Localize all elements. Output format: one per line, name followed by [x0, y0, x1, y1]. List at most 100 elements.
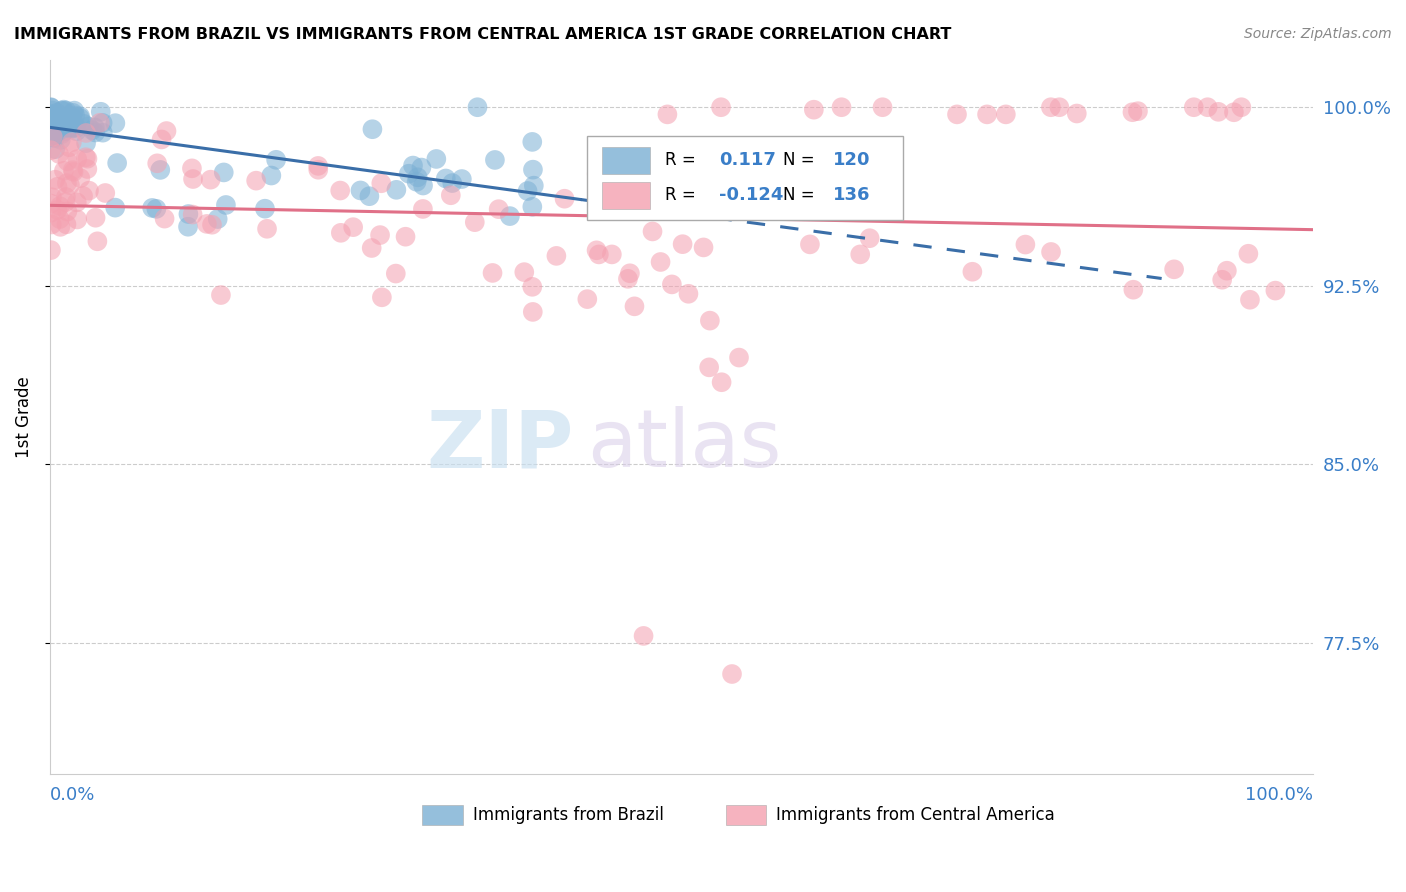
Text: IMMIGRANTS FROM BRAZIL VS IMMIGRANTS FROM CENTRAL AMERICA 1ST GRADE CORRELATION : IMMIGRANTS FROM BRAZIL VS IMMIGRANTS FRO…	[14, 27, 952, 42]
Point	[44, 126, 66, 140]
Text: Immigrants from Central America: Immigrants from Central America	[776, 806, 1054, 824]
Point	[450, 172, 472, 186]
Point	[39, 108, 62, 122]
Point	[181, 161, 204, 176]
Point	[39, 122, 62, 136]
Point	[39, 143, 62, 157]
Point	[41, 126, 63, 140]
Point	[62, 165, 84, 179]
Point	[60, 111, 83, 125]
Point	[39, 205, 62, 219]
Point	[307, 162, 329, 177]
Point	[72, 189, 94, 203]
Point	[245, 174, 267, 188]
Point	[499, 209, 522, 223]
Point	[89, 116, 111, 130]
Point	[84, 211, 107, 225]
Text: 120: 120	[834, 152, 870, 169]
Point	[42, 108, 65, 122]
Point	[405, 175, 427, 189]
Point	[41, 111, 63, 125]
Point	[45, 117, 67, 131]
Point	[359, 189, 381, 203]
Point	[650, 255, 672, 269]
Point	[402, 159, 425, 173]
Point	[46, 179, 69, 194]
Point	[546, 249, 568, 263]
Point	[44, 117, 66, 131]
Point	[675, 200, 697, 214]
Point	[411, 161, 433, 175]
Point	[699, 313, 721, 327]
Point	[39, 113, 62, 128]
Point	[42, 107, 65, 121]
Point	[425, 152, 447, 166]
Point	[55, 195, 77, 210]
Point	[516, 184, 538, 198]
Text: -0.124: -0.124	[720, 186, 783, 204]
Point	[1182, 100, 1205, 114]
Point	[45, 112, 67, 126]
Point	[58, 113, 80, 128]
Point	[53, 119, 76, 133]
Point	[45, 120, 67, 135]
Point	[488, 202, 510, 216]
Point	[49, 199, 72, 213]
Point	[585, 244, 607, 258]
Point	[329, 226, 352, 240]
Point	[56, 204, 79, 219]
Point	[1040, 244, 1063, 259]
Point	[49, 119, 72, 133]
Point	[585, 167, 607, 181]
Point	[46, 122, 69, 136]
Point	[69, 111, 91, 125]
Point	[849, 247, 872, 261]
Point	[1264, 284, 1286, 298]
Point	[859, 231, 882, 245]
Point	[522, 135, 544, 149]
Point	[41, 190, 63, 204]
Point	[141, 201, 163, 215]
Point	[256, 221, 278, 235]
Point	[678, 286, 700, 301]
Point	[86, 235, 108, 249]
Point	[370, 176, 392, 190]
Point	[522, 162, 544, 177]
Text: atlas: atlas	[586, 407, 782, 484]
FancyBboxPatch shape	[422, 805, 463, 825]
Point	[73, 117, 96, 131]
Point	[53, 124, 76, 138]
Text: 0.0%: 0.0%	[49, 786, 96, 804]
Point	[1237, 246, 1260, 260]
Point	[44, 128, 66, 142]
Point	[41, 110, 63, 124]
Point	[523, 178, 546, 193]
Point	[49, 133, 72, 147]
Point	[59, 178, 82, 193]
Text: 0.117: 0.117	[720, 152, 776, 169]
Point	[671, 237, 693, 252]
Point	[42, 120, 65, 135]
FancyBboxPatch shape	[602, 147, 650, 174]
Point	[44, 131, 66, 145]
Point	[1208, 104, 1230, 119]
Point	[1047, 100, 1070, 114]
Point	[576, 292, 599, 306]
Point	[39, 115, 62, 129]
Point	[41, 118, 63, 132]
Point	[66, 120, 89, 135]
Point	[554, 192, 576, 206]
Point	[39, 128, 62, 143]
Point	[45, 120, 67, 135]
Point	[200, 172, 222, 186]
Point	[52, 103, 75, 118]
Y-axis label: 1st Grade: 1st Grade	[15, 376, 32, 458]
Point	[44, 108, 66, 122]
FancyBboxPatch shape	[586, 136, 903, 220]
Point	[692, 240, 714, 254]
Point	[84, 125, 107, 139]
Point	[440, 188, 463, 202]
Point	[75, 136, 97, 150]
Point	[49, 114, 72, 128]
Point	[58, 117, 80, 131]
